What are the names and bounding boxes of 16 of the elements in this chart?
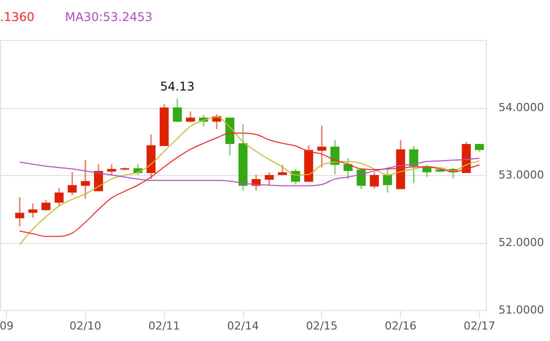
x-tick-label: 02/17 (464, 320, 496, 332)
line-series (19, 116, 480, 246)
x-tick-label: 09 (0, 320, 14, 332)
annotation: 54.13 (160, 80, 195, 94)
line-series (19, 132, 480, 237)
x-tick-label: 02/11 (148, 320, 180, 332)
y-tick-label: 51.0000 (498, 304, 544, 316)
y-tick-label: 52.0000 (498, 236, 544, 249)
y-tick-label: 54.0000 (498, 101, 544, 114)
x-tick-label: 02/14 (227, 320, 259, 332)
x-tick-label: 02/16 (384, 320, 416, 332)
x-tick-label: 02/10 (70, 320, 102, 332)
x-tick-label: 02/15 (306, 320, 338, 332)
text: MA30:53.2453 (65, 10, 152, 24)
text: .1360 (0, 10, 34, 24)
y-tick-label: 53.0000 (498, 168, 544, 182)
